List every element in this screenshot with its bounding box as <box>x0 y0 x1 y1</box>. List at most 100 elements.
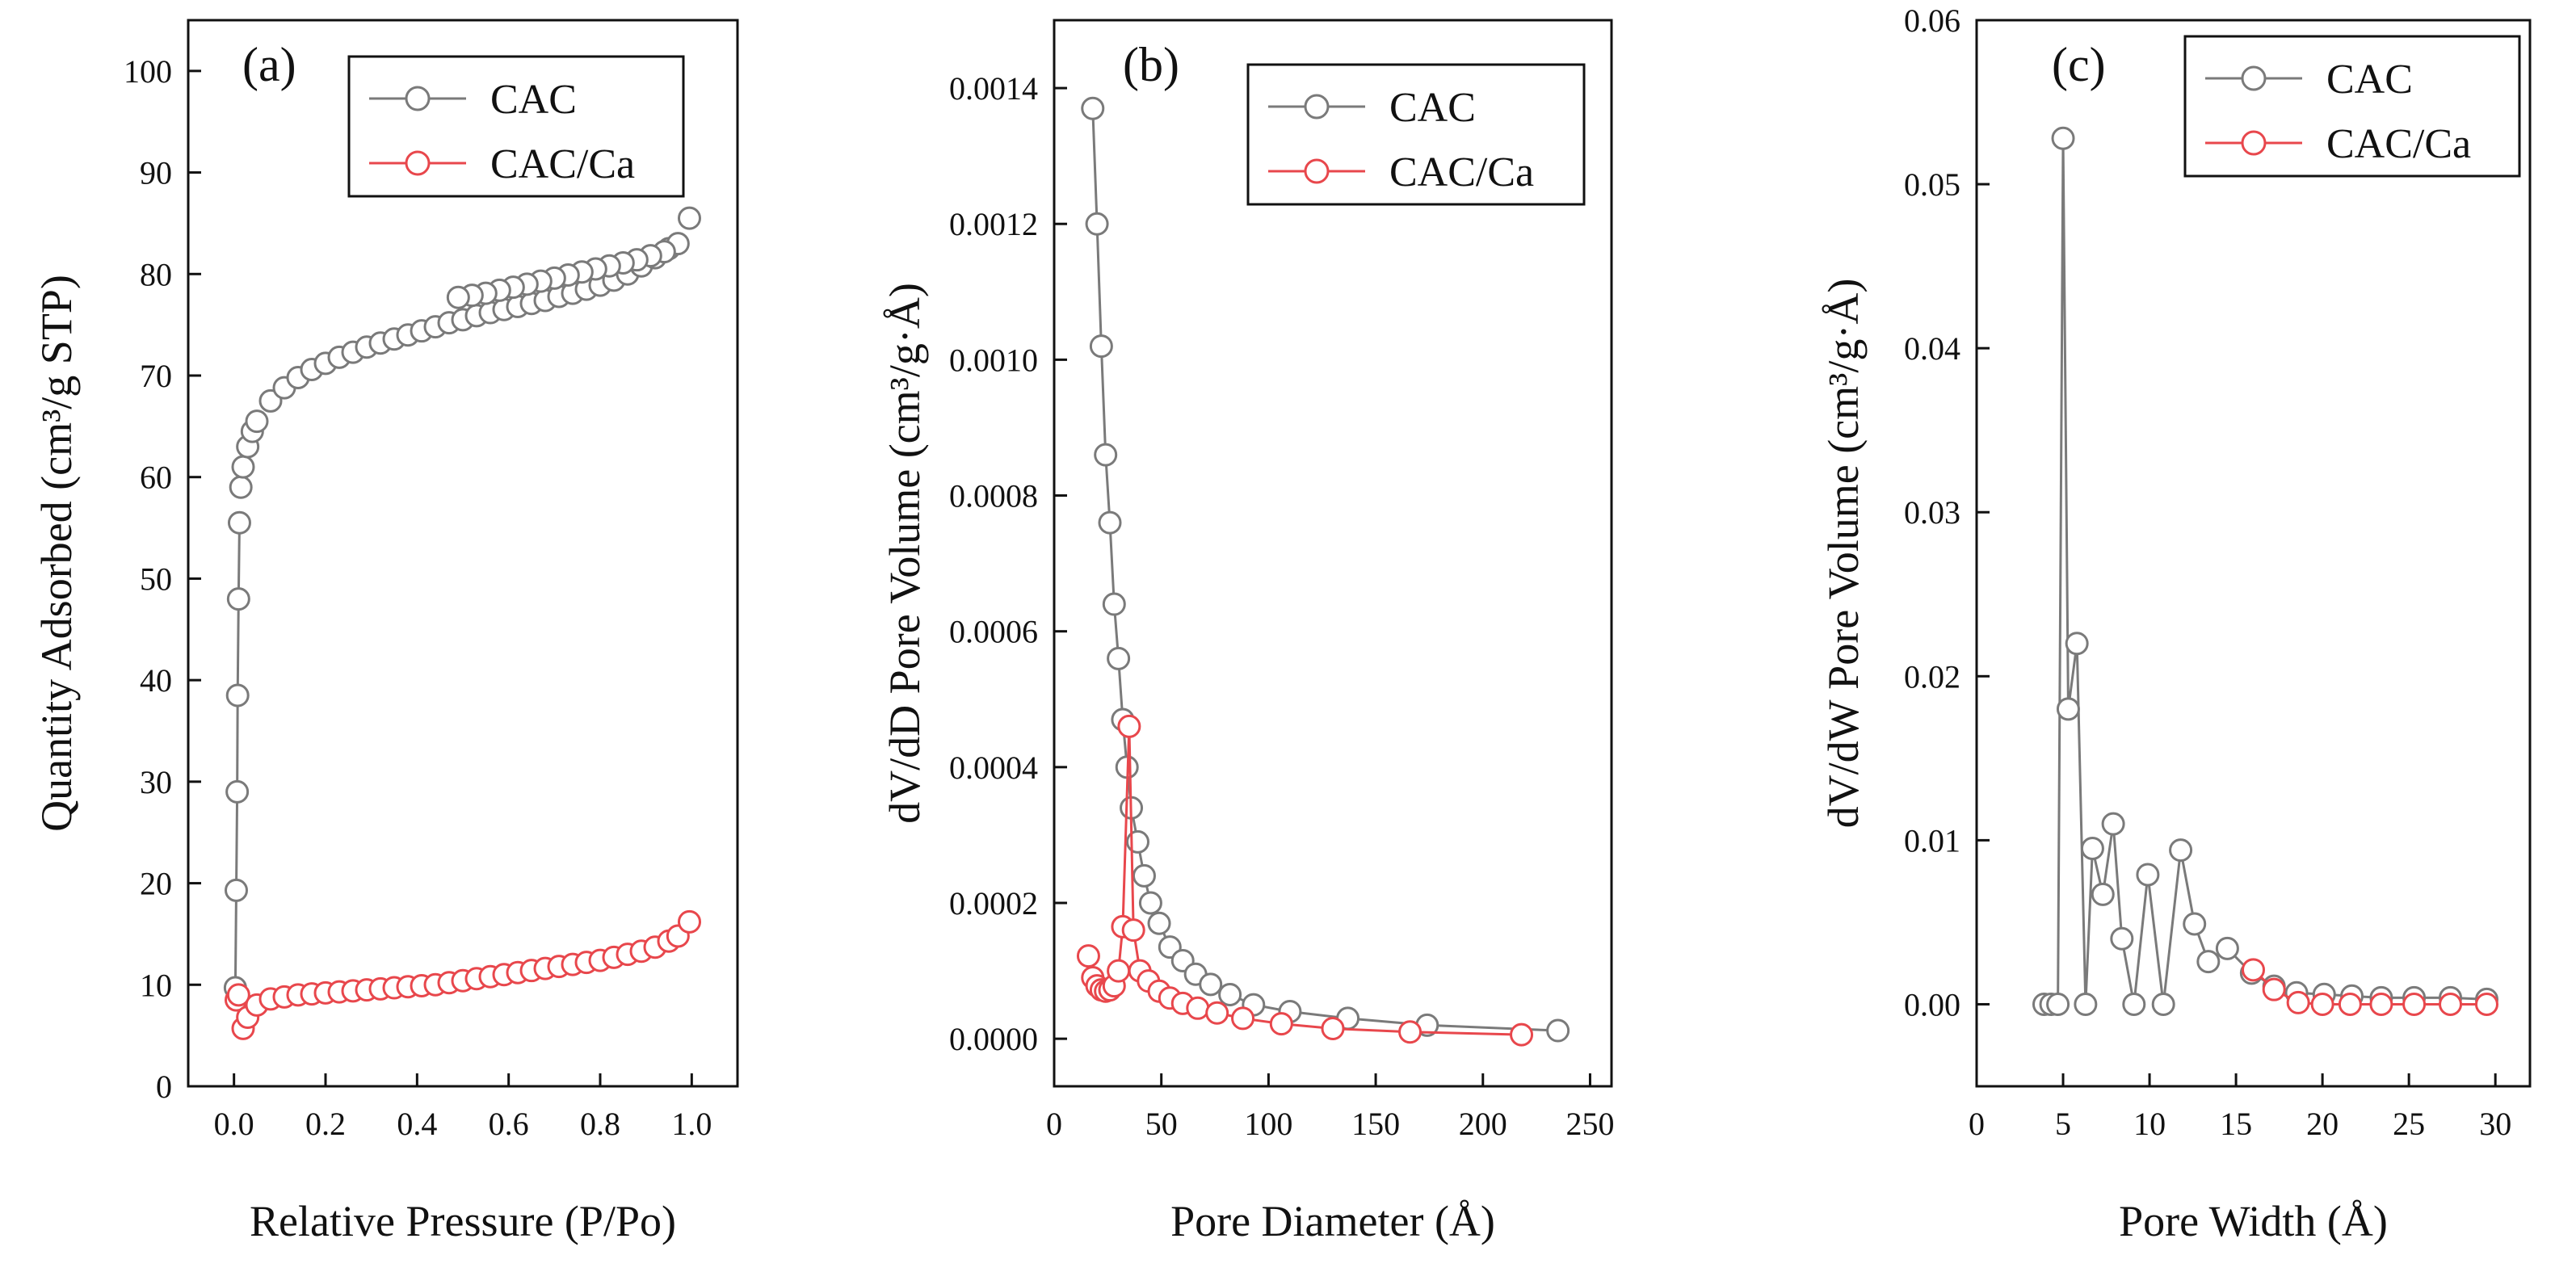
data-point <box>1510 1022 1534 1047</box>
x-axis-title: Pore Width (Å) <box>2119 1197 2388 1245</box>
legend-entry: CAC <box>490 77 577 123</box>
data-point <box>1098 510 1122 535</box>
series-cac <box>1081 96 1570 1043</box>
x-tick-label: 10 <box>2133 1106 2166 1142</box>
data-point <box>245 409 269 434</box>
data-point <box>678 909 701 934</box>
y-tick-label: 20 <box>140 866 172 902</box>
y-tick-label: 0.02 <box>1904 658 1960 695</box>
panel-label: (c) <box>2052 38 2106 91</box>
data-point <box>2286 990 2310 1014</box>
plot-frame <box>187 19 739 1088</box>
data-point <box>1094 443 1118 467</box>
y-tick-label: 0.0000 <box>949 1021 1038 1057</box>
data-point <box>1199 972 1223 997</box>
data-point <box>227 510 251 535</box>
y-tick-label: 0 <box>156 1069 172 1105</box>
legend-entry: CAC/Ca <box>490 141 635 187</box>
x-tick-label: 200 <box>1459 1106 1507 1142</box>
series-cac-ca <box>1076 714 1534 1047</box>
y-tick-label: 30 <box>140 764 172 800</box>
y-tick-label: 80 <box>140 256 172 292</box>
data-point <box>229 475 253 499</box>
x-tick-label: 0 <box>1046 1106 1062 1142</box>
x-tick-label: 150 <box>1351 1106 1400 1142</box>
y-tick-label: 0.03 <box>1904 494 1960 531</box>
data-point <box>1205 1001 1229 1025</box>
x-tick-label: 0.2 <box>305 1106 346 1142</box>
x-tick-label: 5 <box>2055 1106 2071 1142</box>
data-point <box>231 455 255 479</box>
data-point <box>1085 212 1109 236</box>
data-point <box>225 683 250 707</box>
legend-entry: CAC <box>2326 57 2413 103</box>
y-tick-label: 100 <box>124 53 172 90</box>
data-point <box>2338 992 2362 1016</box>
data-point <box>1546 1018 1570 1043</box>
data-point <box>1186 996 1210 1020</box>
x-tick-label: 50 <box>1145 1106 1178 1142</box>
panel-label: (b) <box>1123 38 1179 91</box>
y-tick-label: 0.01 <box>1904 822 1960 859</box>
legend-swatch-marker <box>2241 130 2267 156</box>
y-tick-label: 0.00 <box>1904 986 1960 1022</box>
legend-swatch-marker <box>1304 94 1330 120</box>
legend: CAC CAC/Ca <box>347 55 685 198</box>
x-axis-title: Pore Diameter (Å) <box>1170 1197 1495 1245</box>
data-point <box>1132 863 1156 888</box>
legend-box <box>347 55 685 198</box>
legend-swatch-marker <box>1304 158 1330 184</box>
x-tick-label: 30 <box>2479 1106 2511 1142</box>
legend-box <box>2183 35 2521 178</box>
data-point <box>2151 992 2175 1016</box>
y-tick-label: 0.0008 <box>949 478 1038 514</box>
y-tick-label: 40 <box>140 662 172 699</box>
data-point <box>2056 697 2080 721</box>
x-tick-label: 100 <box>1244 1106 1292 1142</box>
data-point <box>226 983 250 1007</box>
data-point <box>1269 1012 1293 1036</box>
y-tick-label: 0.05 <box>1904 166 1960 203</box>
data-point <box>2215 936 2239 960</box>
plot-frame <box>1053 19 1613 1088</box>
data-point <box>2196 950 2221 974</box>
y-tick-label: 90 <box>140 155 172 191</box>
x-tick-label: 15 <box>2220 1106 2252 1142</box>
legend: CAC CAC/Ca <box>2183 35 2521 178</box>
legend-entry: CAC/Ca <box>2326 121 2471 167</box>
data-point <box>225 779 250 804</box>
panel-b: 0 50 100 150 200 250 0.0000 0.0002 0.0004 0.0006 0… <box>880 19 1614 1245</box>
data-point <box>2074 992 2098 1016</box>
series-cac-ca <box>2242 958 2498 1016</box>
data-point <box>1107 959 1131 983</box>
data-point <box>1102 592 1126 616</box>
y-tick-label: 70 <box>140 358 172 394</box>
data-point <box>2046 992 2070 1016</box>
data-point <box>2439 992 2463 1016</box>
data-point <box>1231 1006 1255 1031</box>
panel-a: 0.0 0.2 0.4 0.6 0.8 1.0 0 10 20 30 40 50 60 70 80 90 100… <box>32 19 739 1245</box>
data-point <box>2310 992 2334 1016</box>
y-tick-label: 0.0002 <box>949 885 1038 922</box>
y-tick-label: 0.0014 <box>949 70 1038 107</box>
legend-swatch-marker <box>405 150 431 176</box>
data-point <box>1398 1020 1422 1044</box>
y-tick-label: 0.0010 <box>949 342 1038 378</box>
x-tick-label: 0 <box>1969 1106 1985 1142</box>
data-point <box>2242 958 2265 982</box>
data-point <box>1081 96 1105 120</box>
x-tick-label: 25 <box>2393 1106 2425 1142</box>
y-tick-label: 0.04 <box>1904 330 1960 367</box>
x-tick-label: 1.0 <box>671 1106 712 1142</box>
panel-c: 0 5 10 15 20 25 30 0.00 0.01 0.02 0.03 0.04 0.05 0.06… <box>1819 2 2532 1245</box>
data-point <box>1121 918 1145 943</box>
data-point <box>1117 714 1141 738</box>
data-point <box>2183 912 2207 936</box>
panel-label: (a) <box>242 38 296 91</box>
data-point <box>1218 982 1242 1006</box>
data-point <box>1147 911 1171 935</box>
y-axis-title: dV/dD Pore Volume (cm³/g·Å) <box>880 283 929 824</box>
x-tick-label: 0.4 <box>397 1106 437 1142</box>
